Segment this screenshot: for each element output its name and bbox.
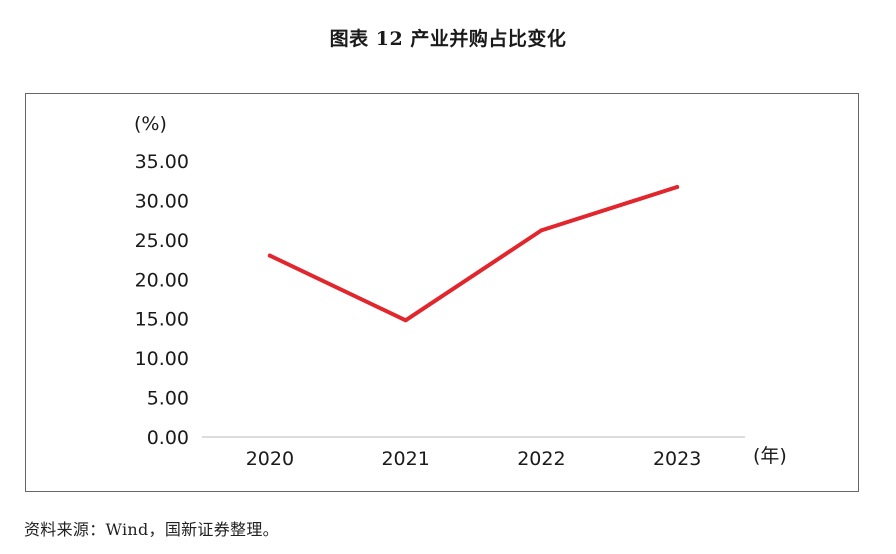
- y-axis-unit-label: (%): [134, 113, 167, 135]
- x-tick-label: 2023: [653, 448, 701, 470]
- y-tick-label: 20.00: [135, 269, 189, 291]
- y-tick-label: 25.00: [135, 230, 189, 252]
- data-point: [539, 228, 544, 233]
- y-tick-label: 15.00: [135, 309, 189, 331]
- y-tick-label: 0.00: [147, 427, 189, 449]
- x-axis-ticks: 2020 2021 2022 2023: [246, 448, 702, 470]
- y-tick-label: 5.00: [147, 388, 189, 410]
- y-tick-label: 35.00: [135, 151, 189, 173]
- figure-title: 图表 12 产业并购占比变化: [329, 28, 567, 50]
- x-axis-unit-label: (年): [753, 445, 787, 467]
- source-note: 资料来源：Wind，国新证券整理。: [24, 520, 279, 539]
- series-group: [267, 185, 680, 323]
- x-tick-label: 2020: [246, 448, 294, 470]
- y-tick-label: 10.00: [135, 348, 189, 370]
- chart-frame: [25, 93, 859, 492]
- data-point: [403, 318, 408, 323]
- x-tick-label: 2021: [381, 448, 429, 470]
- data-point: [675, 185, 680, 190]
- x-tick-label: 2022: [517, 448, 565, 470]
- y-axis-ticks: 0.00 5.00 10.00 15.00 20.00 25.00 30.00 35.00: [135, 151, 189, 449]
- data-point: [267, 253, 272, 258]
- series-line: [267, 185, 680, 323]
- y-tick-label: 30.00: [135, 190, 189, 212]
